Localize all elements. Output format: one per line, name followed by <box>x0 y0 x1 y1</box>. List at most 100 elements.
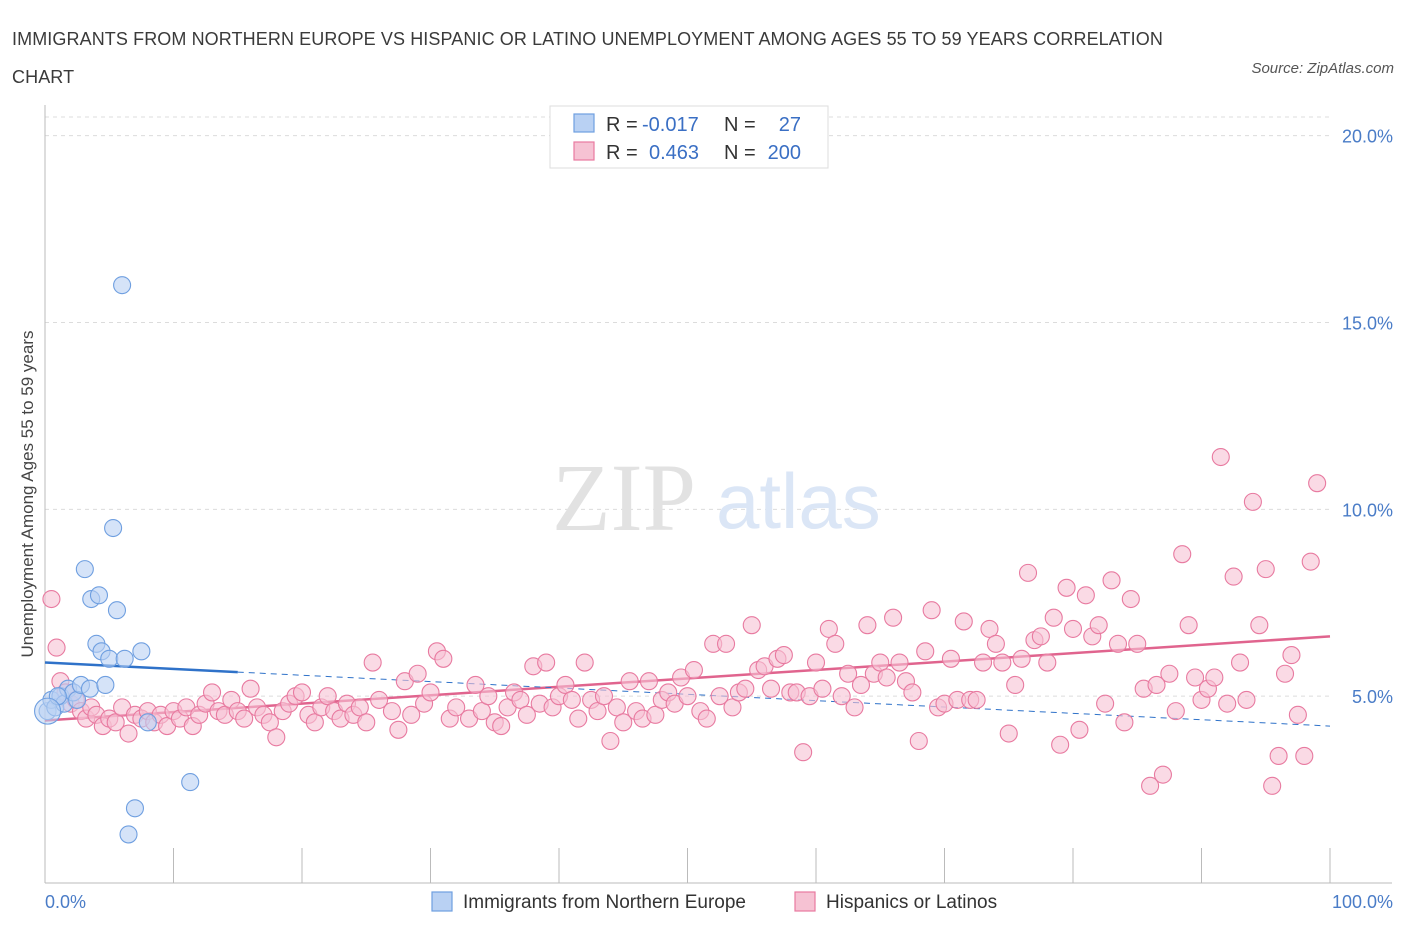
pink-point <box>537 653 556 672</box>
pink-point <box>1102 571 1121 590</box>
series-legend: Immigrants from Northern Europe Hispanic… <box>431 891 997 913</box>
pink-point <box>318 687 337 706</box>
pink-point <box>826 634 845 653</box>
pink-point <box>1018 563 1038 582</box>
pink-point <box>1211 447 1230 467</box>
axes <box>44 105 1392 884</box>
pink-point <box>389 720 408 739</box>
pink-point <box>1141 776 1160 795</box>
pink-point <box>1076 586 1095 605</box>
pink-point <box>466 675 485 695</box>
blue-point <box>181 773 200 792</box>
blue-point <box>34 697 62 725</box>
data-points <box>34 276 1327 844</box>
pink-point <box>890 653 909 672</box>
pink-point <box>922 601 941 620</box>
blue-point <box>104 518 123 538</box>
pink-point <box>1070 720 1089 739</box>
pink-point <box>1128 634 1147 653</box>
pink-point <box>402 705 421 724</box>
legend-swatch-pink <box>573 141 595 161</box>
pink-point <box>954 612 973 631</box>
pink-point <box>1057 578 1076 597</box>
blue-point <box>125 799 144 818</box>
pink-point <box>1038 653 1057 672</box>
pink-point <box>1063 619 1083 638</box>
blue-point <box>115 649 134 668</box>
pink-point <box>1160 664 1179 683</box>
pink-point <box>1153 765 1172 784</box>
pink-point <box>851 675 871 695</box>
pink-point <box>723 698 742 717</box>
pink-point <box>819 619 838 638</box>
pink-point <box>1250 616 1269 635</box>
pink-point <box>916 642 935 661</box>
legend-r-label: R = <box>606 114 638 136</box>
pink-point <box>241 679 260 698</box>
pink-point <box>350 698 369 717</box>
pink-point <box>42 589 61 609</box>
pink-point <box>903 683 922 702</box>
blue-trend-line <box>44 661 238 674</box>
pink-point <box>1006 675 1025 695</box>
pink-point <box>697 709 716 728</box>
pink-point <box>119 724 138 743</box>
pink-point <box>370 690 389 709</box>
pink-point <box>1218 694 1237 713</box>
pink-point <box>678 687 697 706</box>
pink-point <box>806 653 826 672</box>
bottom-legend-label-pink: Hispanics or Latinos <box>826 892 997 913</box>
pink-point <box>845 698 864 717</box>
pink-point <box>267 728 286 747</box>
pink-point <box>1308 474 1327 493</box>
pink-point <box>421 683 440 702</box>
y-axis-label: Unemployment Among Ages 55 to 59 years <box>18 331 37 658</box>
pink-point <box>511 690 530 709</box>
pink-point <box>1044 608 1063 627</box>
pink-point <box>292 683 312 702</box>
legend-n-label: N = <box>724 142 756 164</box>
pink-point <box>363 653 382 672</box>
pink-point <box>736 679 755 698</box>
pink-point <box>858 616 877 635</box>
pink-point <box>684 660 703 680</box>
stats-legend: R = -0.017 N = 27 R = 0.463 N = 200 <box>549 105 829 169</box>
pink-point <box>871 653 890 672</box>
blue-point <box>138 713 157 732</box>
pink-point <box>993 653 1012 672</box>
pink-point <box>472 702 491 721</box>
pink-point <box>1173 545 1192 564</box>
pink-point <box>1295 746 1314 766</box>
pink-point <box>646 705 665 724</box>
pink-point <box>479 687 498 706</box>
pink-point <box>1243 492 1262 511</box>
pink-point <box>447 698 466 717</box>
pink-point <box>1224 567 1243 586</box>
watermark-zip: ZIP <box>552 444 696 551</box>
pink-point <box>203 683 222 702</box>
pink-point <box>492 717 511 736</box>
pink-point <box>562 690 581 709</box>
blue-point <box>100 649 119 668</box>
legend-n-value: 200 <box>768 142 801 164</box>
pink-point <box>1231 653 1250 672</box>
pink-point <box>1282 646 1301 665</box>
pink-point <box>569 709 588 728</box>
pink-point <box>909 731 928 751</box>
legend-r-label: R = <box>606 142 638 164</box>
pink-point <box>761 679 781 698</box>
y-tick-label: 15.0% <box>1342 314 1393 334</box>
watermark-atlas: atlas <box>716 457 881 545</box>
x-tick-label: 0.0% <box>45 892 86 912</box>
tick-labels: 5.0% 10.0% 15.0% 20.0% 0.0% 100.0% <box>45 127 1393 912</box>
pink-point <box>594 687 614 706</box>
pink-point <box>980 619 999 638</box>
pink-point <box>106 713 125 732</box>
pink-point <box>614 713 633 732</box>
pink-point <box>408 664 427 683</box>
pink-point <box>1096 694 1115 713</box>
pink-point <box>382 702 402 721</box>
pink-point <box>47 638 66 657</box>
pink-point <box>877 668 896 687</box>
legend-swatch-blue <box>573 113 595 133</box>
